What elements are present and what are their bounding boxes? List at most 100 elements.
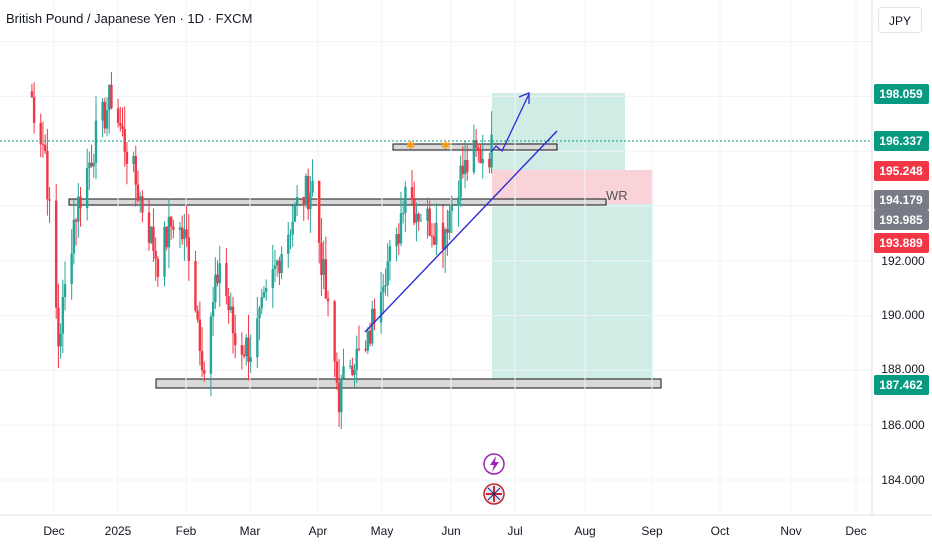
candle bbox=[121, 107, 124, 137]
candle bbox=[340, 374, 343, 429]
candle bbox=[258, 305, 261, 341]
candle bbox=[211, 286, 215, 336]
x-tick-aug: Aug bbox=[574, 524, 595, 538]
candle bbox=[399, 191, 403, 247]
price-label-level-1: 194.179 bbox=[874, 190, 929, 210]
time-axis[interactable]: Dec 2025 Feb Mar Apr May Jun Jul Aug Sep… bbox=[43, 524, 866, 538]
candle bbox=[289, 229, 292, 250]
candle bbox=[187, 213, 191, 281]
candle bbox=[463, 140, 467, 189]
candle bbox=[415, 202, 418, 242]
candle bbox=[46, 128, 49, 216]
candle bbox=[110, 72, 113, 110]
candle bbox=[477, 145, 480, 163]
candle bbox=[154, 237, 157, 281]
support-level-box[interactable] bbox=[68, 198, 607, 206]
candle bbox=[134, 145, 137, 207]
candle bbox=[200, 327, 204, 377]
svg-text:198.059: 198.059 bbox=[879, 87, 923, 101]
candle bbox=[404, 181, 407, 233]
price-label-target-low: 187.462 bbox=[874, 375, 929, 395]
price-label-target-high: 198.059 bbox=[874, 84, 929, 104]
candle bbox=[280, 246, 283, 280]
pattern-marker-2: ✱ bbox=[441, 140, 450, 152]
candle bbox=[472, 124, 476, 175]
candle bbox=[256, 296, 259, 369]
candle bbox=[180, 215, 184, 245]
candle bbox=[59, 323, 62, 359]
candle bbox=[72, 199, 76, 265]
flash-event-icon[interactable] bbox=[483, 453, 505, 475]
candle bbox=[63, 261, 67, 311]
candle bbox=[278, 256, 281, 286]
candle bbox=[459, 155, 462, 207]
candle bbox=[474, 129, 478, 157]
candle bbox=[167, 198, 171, 269]
candle bbox=[196, 305, 199, 323]
candle bbox=[116, 98, 120, 128]
candle bbox=[309, 176, 312, 233]
candle bbox=[366, 327, 370, 355]
candle bbox=[218, 245, 221, 307]
candle bbox=[169, 215, 173, 240]
currency-button[interactable]: JPY bbox=[878, 7, 922, 33]
stop-zone[interactable] bbox=[492, 170, 653, 204]
candle bbox=[163, 221, 166, 287]
candle bbox=[355, 335, 358, 383]
candle bbox=[461, 146, 465, 179]
projection-arrow[interactable] bbox=[490, 93, 530, 153]
candle bbox=[287, 222, 290, 268]
candle bbox=[388, 239, 392, 281]
candle bbox=[138, 192, 142, 213]
candle bbox=[262, 286, 266, 299]
candle bbox=[101, 98, 104, 138]
candle bbox=[481, 134, 484, 179]
candle bbox=[322, 240, 325, 290]
x-tick-may: May bbox=[371, 524, 394, 538]
candle bbox=[304, 173, 308, 208]
candle bbox=[203, 361, 206, 382]
candle bbox=[229, 292, 232, 314]
candle bbox=[183, 213, 186, 261]
candle bbox=[165, 226, 168, 251]
candle bbox=[260, 288, 263, 315]
candle bbox=[227, 287, 230, 324]
candle bbox=[39, 113, 42, 158]
candle bbox=[225, 248, 228, 305]
candle bbox=[103, 97, 107, 134]
candle bbox=[90, 144, 93, 168]
candle bbox=[57, 283, 60, 369]
trendline[interactable] bbox=[364, 130, 558, 333]
x-tick-2025: 2025 bbox=[105, 524, 132, 538]
candle bbox=[231, 296, 235, 354]
target-zone-lower[interactable] bbox=[492, 203, 653, 387]
price-label-current: 196.337 bbox=[874, 131, 929, 151]
candle bbox=[178, 221, 182, 248]
candle bbox=[125, 142, 129, 185]
x-tick-dec-2024: Dec bbox=[43, 524, 64, 538]
x-tick-jul: Jul bbox=[507, 524, 522, 538]
candle bbox=[357, 325, 361, 352]
candle bbox=[141, 190, 144, 223]
candle bbox=[371, 300, 374, 347]
candle bbox=[435, 203, 438, 256]
candle bbox=[245, 334, 248, 366]
candle bbox=[156, 256, 160, 287]
chart-title: British Pound / Japanese Yen · 1D · FXCM bbox=[6, 11, 253, 26]
x-tick-apr: Apr bbox=[309, 524, 328, 538]
candle bbox=[132, 151, 135, 173]
candle bbox=[413, 181, 416, 226]
candle bbox=[417, 212, 420, 231]
candle bbox=[85, 148, 89, 221]
candle bbox=[147, 199, 151, 251]
projection-arrow-head bbox=[518, 92, 530, 104]
candle bbox=[379, 272, 383, 334]
bottom-level-box[interactable] bbox=[155, 378, 662, 389]
x-tick-feb: Feb bbox=[176, 524, 197, 538]
uk-flag-event-icon[interactable] bbox=[483, 483, 505, 505]
candle bbox=[428, 200, 431, 237]
candle bbox=[194, 250, 197, 313]
price-axis[interactable]: 192.000 190.000 188.000 186.000 184.000 bbox=[881, 254, 925, 487]
candle bbox=[94, 96, 98, 180]
